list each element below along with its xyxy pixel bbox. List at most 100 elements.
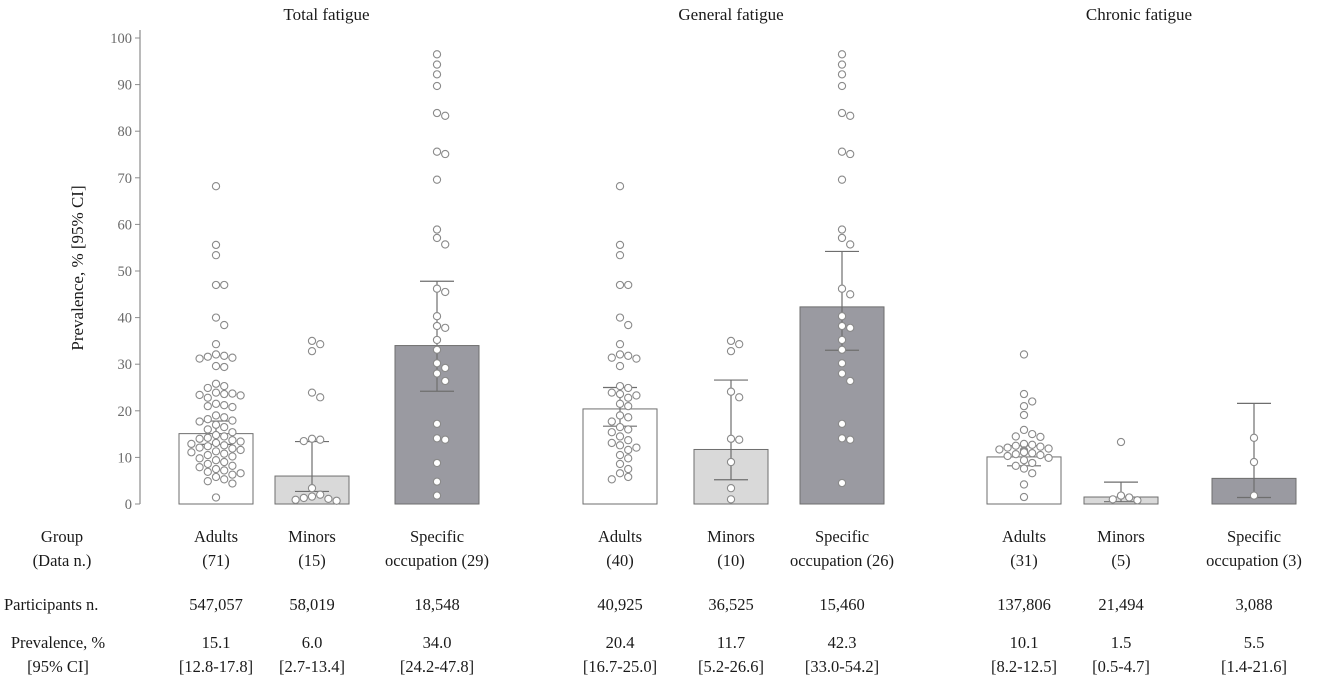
y-tick-label: 60 (118, 217, 133, 233)
data-point (196, 355, 203, 362)
prevalence-value: 11.7 (717, 633, 745, 652)
data-point (616, 400, 623, 407)
data-point (1020, 493, 1027, 500)
data-point (188, 440, 195, 447)
participants-value: 18,548 (414, 595, 459, 614)
data-point (1004, 444, 1011, 451)
group-label: Minors (288, 527, 336, 546)
data-point (317, 341, 324, 348)
data-point (736, 436, 743, 443)
prevalence-value: 10.1 (1010, 633, 1039, 652)
data-point (442, 288, 449, 295)
data-point (727, 435, 734, 442)
data-point (229, 390, 236, 397)
y-tick-label: 50 (118, 264, 133, 280)
data-point (204, 384, 211, 391)
data-point (237, 438, 244, 445)
data-point (221, 390, 228, 397)
data-point (616, 383, 623, 390)
data-point (433, 360, 440, 367)
data-point (308, 389, 315, 396)
data-point (1045, 454, 1052, 461)
data-point (838, 234, 845, 241)
data-point (1250, 458, 1257, 465)
prevalence-value: 20.4 (606, 633, 635, 652)
data-point (204, 460, 211, 467)
y-axis-label: Prevalence, % [95% CI] (68, 185, 87, 350)
bars-layer (179, 307, 1296, 504)
data-point (221, 402, 228, 409)
data-point (616, 241, 623, 248)
data-point (212, 362, 219, 369)
y-tick-label: 30 (118, 357, 133, 373)
prevalence-ci-value: [5.2-26.6] (698, 657, 764, 676)
data-point (433, 459, 440, 466)
data-point (616, 183, 623, 190)
prevalence-value: 1.5 (1111, 633, 1132, 652)
data-point (308, 337, 315, 344)
data-count-label: (10) (717, 551, 745, 570)
data-point (616, 351, 623, 358)
data-point (221, 352, 228, 359)
data-point (221, 476, 228, 483)
data-point (1012, 462, 1019, 469)
data-point (308, 348, 315, 355)
data-point (204, 434, 211, 441)
data-point (212, 431, 219, 438)
data-point (204, 403, 211, 410)
data-point (204, 468, 211, 475)
y-tick-label: 10 (118, 450, 133, 466)
data-point (221, 281, 228, 288)
data-point (204, 451, 211, 458)
y-tick-label: 20 (118, 404, 133, 420)
data-point (229, 462, 236, 469)
data-point (625, 352, 632, 359)
data-point (838, 51, 845, 58)
prevalence-ci-value: [33.0-54.2] (805, 657, 879, 676)
data-point (212, 252, 219, 259)
data-point (212, 341, 219, 348)
data-point (1037, 443, 1044, 450)
data-point (1029, 470, 1036, 477)
data-point (229, 403, 236, 410)
data-point (292, 496, 299, 503)
prevalence-ci-value: [16.7-25.0] (583, 657, 657, 676)
data-point (608, 389, 615, 396)
points-layer (188, 51, 1271, 505)
group-label: Adults (598, 527, 642, 546)
data-point (838, 61, 845, 68)
data-point (1037, 451, 1044, 458)
data-count-label: (31) (1010, 551, 1038, 570)
data-point (442, 324, 449, 331)
data-point (196, 444, 203, 451)
participants-value: 58,019 (289, 595, 334, 614)
data-point (317, 491, 324, 498)
group-label: Adults (194, 527, 238, 546)
data-point (237, 392, 244, 399)
data-count-label: (15) (298, 551, 326, 570)
data-point (616, 390, 623, 397)
data-point (204, 443, 211, 450)
y-tick-label: 80 (118, 124, 133, 140)
data-point (237, 470, 244, 477)
data-point (616, 412, 623, 419)
data-point (221, 321, 228, 328)
data-point (608, 439, 615, 446)
data-point (1029, 450, 1036, 457)
data-point (616, 433, 623, 440)
data-point (196, 391, 203, 398)
data-point (221, 414, 228, 421)
data-point (221, 458, 228, 465)
data-point (212, 421, 219, 428)
data-point (847, 150, 854, 157)
data-point (212, 400, 219, 407)
data-point (204, 353, 211, 360)
data-point (838, 313, 845, 320)
data-point (442, 241, 449, 248)
data-point (625, 403, 632, 410)
data-count-label: (40) (606, 551, 634, 570)
data-point (204, 426, 211, 433)
data-point (308, 485, 315, 492)
data-point (333, 497, 340, 504)
data-point (212, 448, 219, 455)
